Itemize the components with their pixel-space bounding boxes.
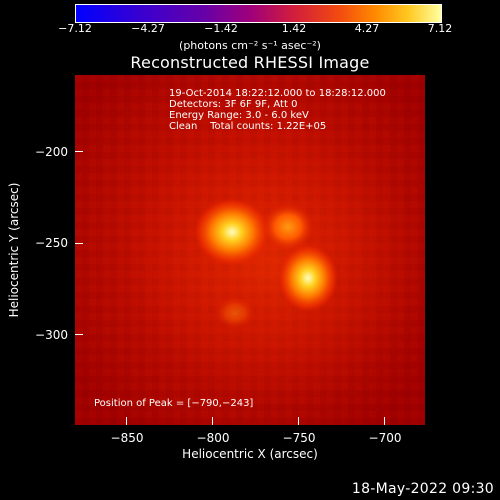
info-clean-counts: Clean Total counts: 1.22E+05 [169,121,327,132]
colorbar-tick: 7.12 [427,22,453,35]
info-energy-range: Energy Range: 3.0 - 6.0 keV [169,110,309,121]
colorbar-tick: −1.42 [204,22,238,35]
y-tick-label: −300 [35,328,68,342]
y-tick-label: −250 [35,236,68,250]
info-detectors: Detectors: 3F 6F 9F, Att 0 [169,99,298,110]
colorbar-tick: −7.12 [58,22,92,35]
colorbar [75,4,442,23]
y-tick-mark [75,334,83,335]
x-tick-label: −800 [196,431,230,445]
x-axis-label: Heliocentric X (arcsec) [182,447,318,461]
y-tick-label: −200 [35,145,68,159]
x-tick-mark [212,417,213,425]
x-tick-label: −700 [368,431,402,445]
rhessi-image: 19-Oct-2014 18:22:12.000 to 18:28:12.000… [75,75,425,425]
y-tick-mark [75,151,83,152]
x-tick-label: −850 [110,431,144,445]
image-title: Reconstructed RHESSI Image [130,53,370,72]
y-axis-label: Heliocentric Y (arcsec) [7,182,21,318]
colorbar-tick: −4.27 [131,22,165,35]
source-map [75,75,425,425]
y-tick-mark [75,243,83,244]
peak-position: Position of Peak = [−790,−243] [94,398,254,409]
x-tick-label: −750 [282,431,316,445]
colorbar-tick: 4.27 [354,22,380,35]
timestamp: 18-May-2022 09:30 [351,481,494,497]
info-time-range: 19-Oct-2014 18:22:12.000 to 18:28:12.000 [169,88,386,99]
x-tick-mark [298,417,299,425]
colorbar-tick: 1.42 [281,22,307,35]
colorbar-units: (photons cm⁻² s⁻¹ asec⁻²) [179,39,321,52]
x-tick-mark [126,417,127,425]
x-tick-mark [384,417,385,425]
